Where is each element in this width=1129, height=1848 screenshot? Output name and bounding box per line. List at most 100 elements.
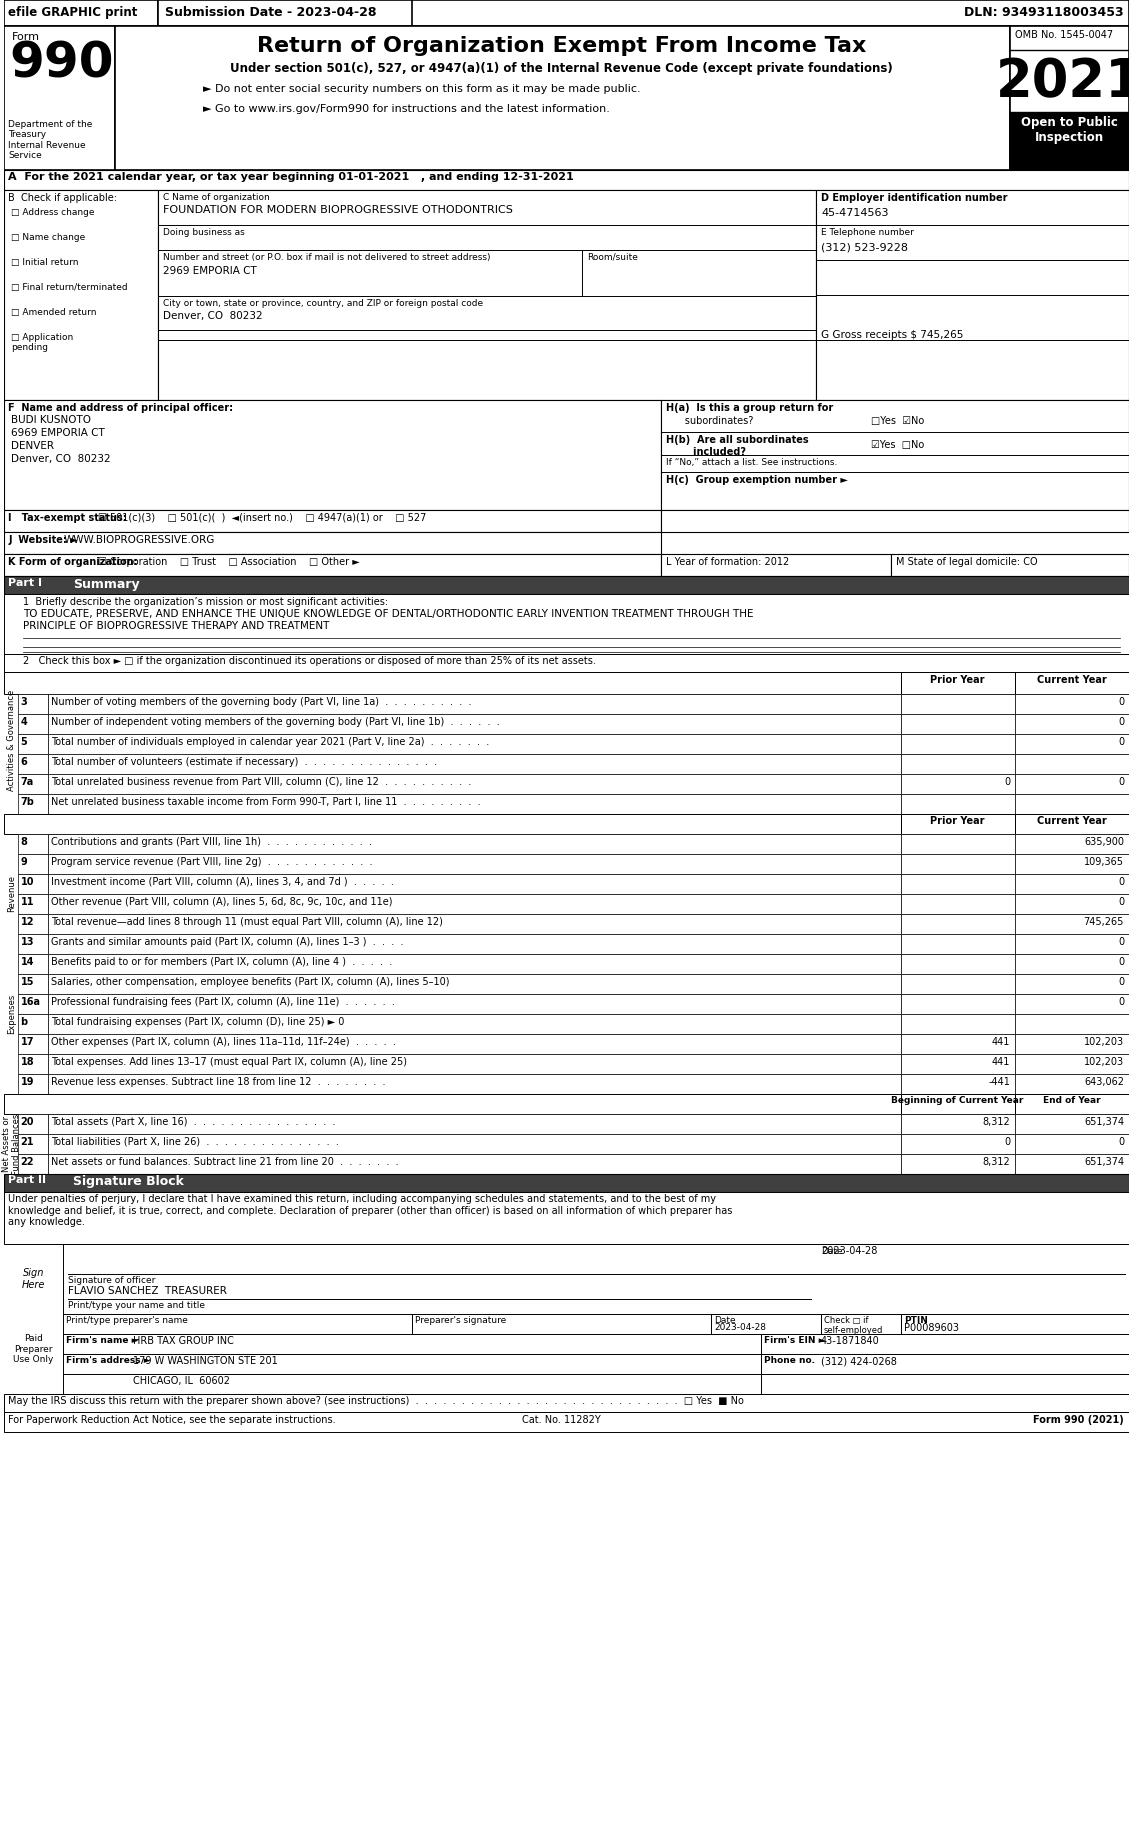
Text: If “No,” attach a list. See instructions.: If “No,” attach a list. See instructions… — [666, 458, 838, 468]
Bar — [901, 734, 1015, 754]
Text: B  Check if applicable:: B Check if applicable: — [9, 192, 117, 203]
Text: Net assets or fund balances. Subtract line 21 from line 20  .  .  .  .  .  .  .: Net assets or fund balances. Subtract li… — [51, 1157, 399, 1166]
Bar — [901, 795, 1015, 813]
Bar — [901, 1035, 1015, 1053]
Text: 441: 441 — [992, 1057, 1010, 1066]
Text: 43-1871840: 43-1871840 — [821, 1336, 879, 1345]
Text: PRINCIPLE OF BIOPROGRESSIVE THERAPY AND TREATMENT: PRINCIPLE OF BIOPROGRESSIVE THERAPY AND … — [24, 621, 330, 630]
Text: P00089603: P00089603 — [903, 1323, 959, 1332]
Text: Net Assets or
Fund Balances: Net Assets or Fund Balances — [2, 1112, 21, 1175]
Text: For Paperwork Reduction Act Notice, see the separate instructions.: For Paperwork Reduction Act Notice, see … — [9, 1416, 336, 1425]
Text: □ Address change: □ Address change — [11, 209, 95, 216]
Text: 13: 13 — [20, 937, 34, 946]
Text: 441: 441 — [992, 1037, 1010, 1048]
Text: Signature of officer: Signature of officer — [68, 1275, 156, 1284]
Text: Check □ if
self-employed: Check □ if self-employed — [824, 1316, 883, 1336]
Text: 20: 20 — [20, 1116, 34, 1127]
Bar — [49, 994, 901, 1015]
Text: DENVER: DENVER — [11, 442, 54, 451]
Text: Investment income (Part VIII, column (A), lines 3, 4, and 7d )  .  .  .  .  .: Investment income (Part VIII, column (A)… — [51, 878, 394, 887]
Text: 0: 0 — [1118, 717, 1124, 726]
Text: Total number of volunteers (estimate if necessary)  .  .  .  .  .  .  .  .  .  .: Total number of volunteers (estimate if … — [51, 758, 437, 767]
Bar — [49, 933, 901, 954]
Text: 179 W WASHINGTON STE 201: 179 W WASHINGTON STE 201 — [133, 1356, 278, 1366]
Bar — [3, 26, 115, 170]
Text: Total fundraising expenses (Part IX, column (D), line 25) ► 0: Total fundraising expenses (Part IX, col… — [51, 1016, 344, 1027]
Text: Part II: Part II — [9, 1175, 46, 1185]
Bar — [901, 1114, 1015, 1135]
Bar — [18, 933, 49, 954]
Text: Phone no.: Phone no. — [764, 1356, 815, 1366]
Text: ☑ Corporation    □ Trust    □ Association    □ Other ►: ☑ Corporation □ Trust □ Association □ Ot… — [98, 556, 360, 567]
Text: Other expenses (Part IX, column (A), lines 11a–11d, 11f–24e)  .  .  .  .  .: Other expenses (Part IX, column (A), lin… — [51, 1037, 396, 1048]
Text: □ Name change: □ Name change — [11, 233, 86, 242]
Bar — [901, 933, 1015, 954]
Text: End of Year: End of Year — [1043, 1096, 1101, 1105]
Text: Current Year: Current Year — [1038, 675, 1108, 686]
Text: Program service revenue (Part VIII, line 2g)  .  .  .  .  .  .  .  .  .  .  .  .: Program service revenue (Part VIII, line… — [51, 857, 373, 867]
Text: 102,203: 102,203 — [1084, 1037, 1124, 1048]
Text: 651,374: 651,374 — [1084, 1116, 1124, 1127]
Text: 0: 0 — [1004, 1137, 1010, 1148]
Text: G Gross receipts $ 745,265: G Gross receipts $ 745,265 — [821, 331, 963, 340]
Text: 8: 8 — [20, 837, 27, 846]
Bar — [1015, 1035, 1129, 1053]
Bar — [18, 734, 49, 754]
Bar — [891, 554, 1129, 577]
Bar — [1015, 734, 1129, 754]
Bar — [1015, 1015, 1129, 1035]
Text: 2023-04-28: 2023-04-28 — [821, 1246, 877, 1257]
Text: HRB TAX GROUP INC: HRB TAX GROUP INC — [133, 1336, 234, 1345]
Text: ☑Yes  □No: ☑Yes □No — [870, 440, 924, 451]
Bar — [158, 0, 412, 26]
Bar — [901, 1094, 1015, 1114]
Text: Date: Date — [715, 1316, 736, 1325]
Bar — [18, 795, 49, 813]
Bar — [63, 1244, 1129, 1314]
Text: 990: 990 — [9, 41, 114, 89]
Text: Doing business as: Doing business as — [163, 227, 245, 237]
Bar — [18, 974, 49, 994]
Text: 0: 0 — [1004, 776, 1010, 787]
Text: 0: 0 — [1118, 1137, 1124, 1148]
Bar — [49, 894, 901, 915]
Text: H(c)  Group exemption number ►: H(c) Group exemption number ► — [666, 475, 848, 484]
Bar — [18, 1053, 49, 1074]
Text: FLAVIO SANCHEZ  TREASURER: FLAVIO SANCHEZ TREASURER — [68, 1286, 227, 1295]
Text: Cat. No. 11282Y: Cat. No. 11282Y — [523, 1416, 601, 1425]
Text: Denver, CO  80232: Denver, CO 80232 — [11, 455, 111, 464]
Text: FOUNDATION FOR MODERN BIOPROGRESSIVE OTHODONTRICS: FOUNDATION FOR MODERN BIOPROGRESSIVE OTH… — [163, 205, 513, 214]
Bar — [49, 795, 901, 813]
Text: 6969 EMPORIA CT: 6969 EMPORIA CT — [11, 429, 105, 438]
Bar — [3, 510, 662, 532]
Text: Expenses: Expenses — [7, 994, 16, 1035]
Text: 11: 11 — [20, 896, 34, 907]
Bar — [1015, 833, 1129, 854]
Bar — [18, 695, 49, 713]
Bar — [18, 1074, 49, 1094]
Bar — [3, 399, 662, 510]
Bar — [901, 754, 1015, 774]
Text: 0: 0 — [1118, 878, 1124, 887]
Bar — [901, 1053, 1015, 1074]
Text: BUDI KUSNOTO: BUDI KUSNOTO — [11, 416, 91, 425]
Bar — [901, 894, 1015, 915]
Text: M State of legal domicile: CO: M State of legal domicile: CO — [895, 556, 1038, 567]
Text: 16a: 16a — [20, 998, 41, 1007]
Bar — [1015, 1094, 1129, 1114]
Text: 0: 0 — [1118, 998, 1124, 1007]
Text: Under penalties of perjury, I declare that I have examined this return, includin: Under penalties of perjury, I declare th… — [9, 1194, 733, 1227]
Bar — [49, 774, 901, 795]
Text: 0: 0 — [1118, 697, 1124, 708]
Text: TO EDUCATE, PRESERVE, AND ENHANCE THE UNIQUE KNOWLEDGE OF DENTAL/ORTHODONTIC EAR: TO EDUCATE, PRESERVE, AND ENHANCE THE UN… — [24, 610, 754, 619]
Bar — [1015, 874, 1129, 894]
Bar — [901, 1153, 1015, 1173]
Text: Benefits paid to or for members (Part IX, column (A), line 4 )  .  .  .  .  .: Benefits paid to or for members (Part IX… — [51, 957, 393, 967]
Text: K Form of organization:: K Form of organization: — [9, 556, 138, 567]
Bar — [1015, 795, 1129, 813]
Bar — [1015, 774, 1129, 795]
Text: Part I: Part I — [9, 578, 43, 588]
Bar — [18, 1015, 49, 1035]
Text: Net unrelated business taxable income from Form 990-T, Part I, line 11  .  .  . : Net unrelated business taxable income fr… — [51, 796, 481, 808]
Bar — [49, 713, 901, 734]
